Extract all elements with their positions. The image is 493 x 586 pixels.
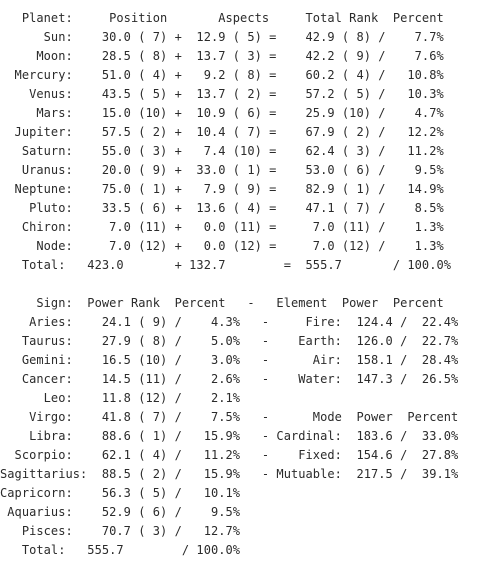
report-line: Sagittarius: 88.5 ( 2) / 15.9% - Mutuabl… (0, 467, 459, 481)
report-line: Uranus: 20.0 ( 9) + 33.0 ( 1) = 53.0 ( 6… (0, 163, 444, 177)
report-line: Venus: 43.5 ( 5) + 13.7 ( 2) = 57.2 ( 5)… (0, 87, 444, 101)
report-line: Aquarius: 52.9 ( 6) / 9.5% (0, 505, 241, 519)
report-line: Sun: 30.0 ( 7) + 12.9 ( 5) = 42.9 ( 8) /… (0, 30, 444, 44)
report-line: Taurus: 27.9 ( 8) / 5.0% - Earth: 126.0 … (0, 334, 459, 348)
report-line: Mercury: 51.0 ( 4) + 9.2 ( 8) = 60.2 ( 4… (0, 68, 444, 82)
report-line: Total: 555.7 / 100.0% (0, 543, 241, 557)
report-line: Capricorn: 56.3 ( 5) / 10.1% (0, 486, 241, 500)
report-line: Aries: 24.1 ( 9) / 4.3% - Fire: 124.4 / … (0, 315, 459, 329)
report-line (0, 275, 493, 294)
report-line: Gemini: 16.5 (10) / 3.0% - Air: 158.1 / … (0, 353, 459, 367)
report-line: Cancer: 14.5 (11) / 2.6% - Water: 147.3 … (0, 372, 459, 386)
report-line: Neptune: 75.0 ( 1) + 7.9 ( 9) = 82.9 ( 1… (0, 182, 444, 196)
report-line: Virgo: 41.8 ( 7) / 7.5% - Mode Power Per… (0, 410, 459, 424)
report-line: Moon: 28.5 ( 8) + 13.7 ( 3) = 42.2 ( 9) … (0, 49, 444, 63)
report-line: Scorpio: 62.1 ( 4) / 11.2% - Fixed: 154.… (0, 448, 459, 462)
report-line: Mars: 15.0 (10) + 10.9 ( 6) = 25.9 (10) … (0, 106, 444, 120)
report-line: Pluto: 33.5 ( 6) + 13.6 ( 4) = 47.1 ( 7)… (0, 201, 444, 215)
report-line: Pisces: 70.7 ( 3) / 12.7% (0, 524, 241, 538)
report-line: Sign: Power Rank Percent - Element Power… (0, 296, 444, 310)
report-line: Total: 423.0 + 132.7 = 555.7 / 100.0% (0, 258, 452, 272)
report-line: Node: 7.0 (12) + 0.0 (12) = 7.0 (12) / 1… (0, 239, 444, 253)
report-line: Chiron: 7.0 (11) + 0.0 (11) = 7.0 (11) /… (0, 220, 444, 234)
report-line: Leo: 11.8 (12) / 2.1% (0, 391, 241, 405)
report-line: Planet: Position Aspects Total Rank Perc… (0, 11, 444, 25)
report-line: Libra: 88.6 ( 1) / 15.9% - Cardinal: 183… (0, 429, 459, 443)
report-line: Jupiter: 57.5 ( 2) + 10.4 ( 7) = 67.9 ( … (0, 125, 444, 139)
report-line: Saturn: 55.0 ( 3) + 7.4 (10) = 62.4 ( 3)… (0, 144, 444, 158)
